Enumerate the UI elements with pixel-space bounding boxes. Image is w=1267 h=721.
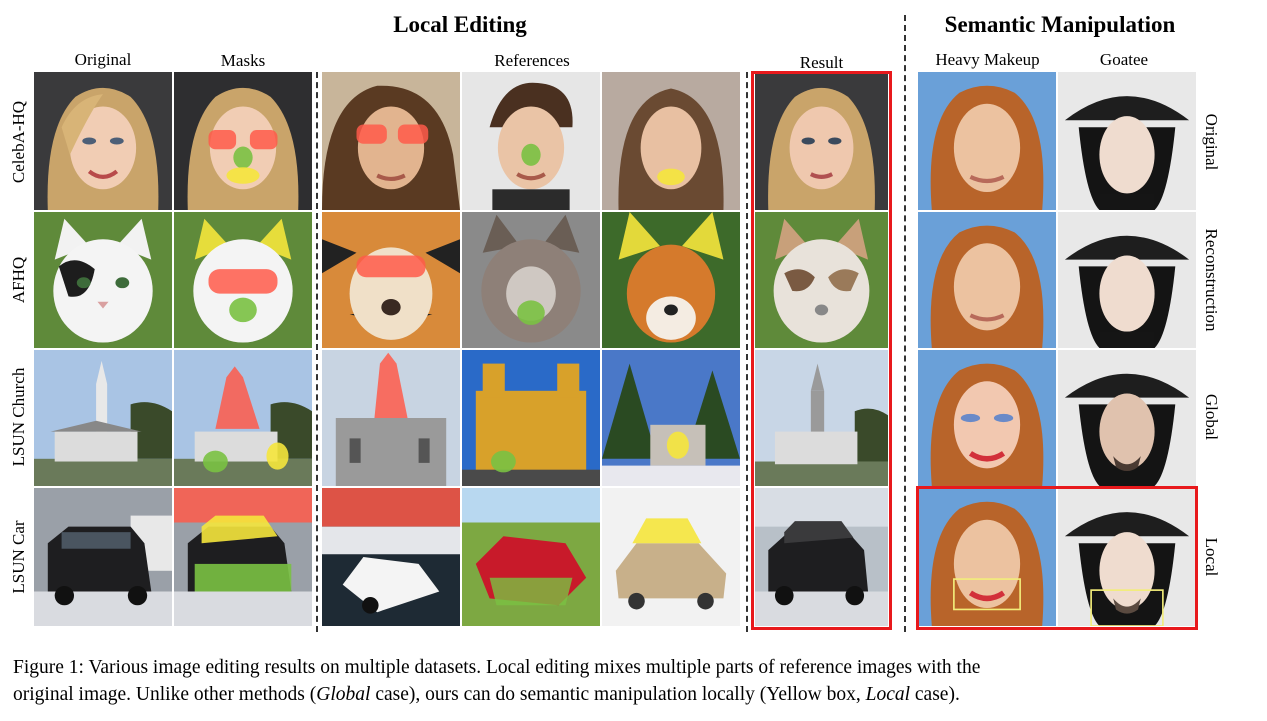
car-result-image [755,488,888,626]
row-label-local: Local [1202,537,1221,577]
celeba-reference-2-image [462,72,600,210]
goatee-original-image [1058,72,1196,210]
column-header-original: Original [74,50,132,69]
car-reference-2-image [462,488,600,626]
church-original-image [34,350,172,486]
local-row-highlight [916,486,1198,630]
afhq-reference-3-image [602,212,740,348]
celeba-original-image [34,72,172,210]
caption-line-1: Figure 1: Various image editing results … [13,657,981,678]
celeba-result-image [755,72,888,210]
afhq-reference-2-image [462,212,600,348]
celeba-mask-image [174,72,312,210]
separator-references-result [746,72,748,632]
afhq-result-image [755,212,888,348]
makeup-original-image [918,72,1056,210]
row-label-original: Original [1202,113,1221,171]
row-label-lsun-church: LSUN Church [9,367,28,467]
row-label-lsun-car: LSUN Car [9,520,28,594]
column-header-result: Result [799,53,844,72]
separator-masks-references [316,72,318,632]
row-label-celeba-hq: CelebA-HQ [9,100,28,184]
caption-local-emphasis: Local [865,684,911,705]
caption-line-2-part-b: case), ours can do semantic manipulation… [370,684,866,705]
church-result-image [755,350,888,486]
figure-caption: Figure 1: Various image editing results … [13,654,980,708]
car-reference-1-image [322,488,460,626]
church-mask-image [174,350,312,486]
result-column-highlight [751,71,892,630]
makeup-global-image [918,350,1056,486]
local-editing-title: Local Editing [393,12,527,37]
column-header-goatee: Goatee [1099,50,1149,69]
column-header-heavy-makeup: Heavy Makeup [935,50,1040,69]
goatee-local-image [1058,488,1196,626]
celeba-reference-3-image [602,72,740,210]
column-header-references: References [494,51,570,70]
car-reference-3-image [602,488,740,626]
celeba-reference-1-image [322,72,460,210]
goatee-reconstruction-image [1058,212,1196,348]
afhq-reference-1-image [322,212,460,348]
row-label-afhq: AFHQ [9,256,28,304]
afhq-original-image [34,212,172,348]
caption-line-2: original image. Unlike other methods (Gl… [13,681,980,708]
row-label-reconstruction: Reconstruction [1202,228,1221,332]
goatee-global-image [1058,350,1196,486]
afhq-mask-image [174,212,312,348]
row-label-global: Global [1202,393,1221,441]
church-reference-2-image [462,350,600,486]
caption-line-2-part-a: original image. Unlike other methods ( [13,684,317,705]
car-mask-image [174,488,312,626]
column-header-masks: Masks [220,51,266,70]
semantic-manipulation-title: Semantic Manipulation [944,12,1176,37]
caption-global-emphasis: Global [316,684,371,705]
church-reference-3-image [602,350,740,486]
makeup-reconstruction-image [918,212,1056,348]
caption-line-2-part-c: case). [910,684,960,705]
makeup-local-image [918,488,1056,626]
church-reference-1-image [322,350,460,486]
car-original-image [34,488,172,626]
separator-local-semantic [904,15,906,632]
